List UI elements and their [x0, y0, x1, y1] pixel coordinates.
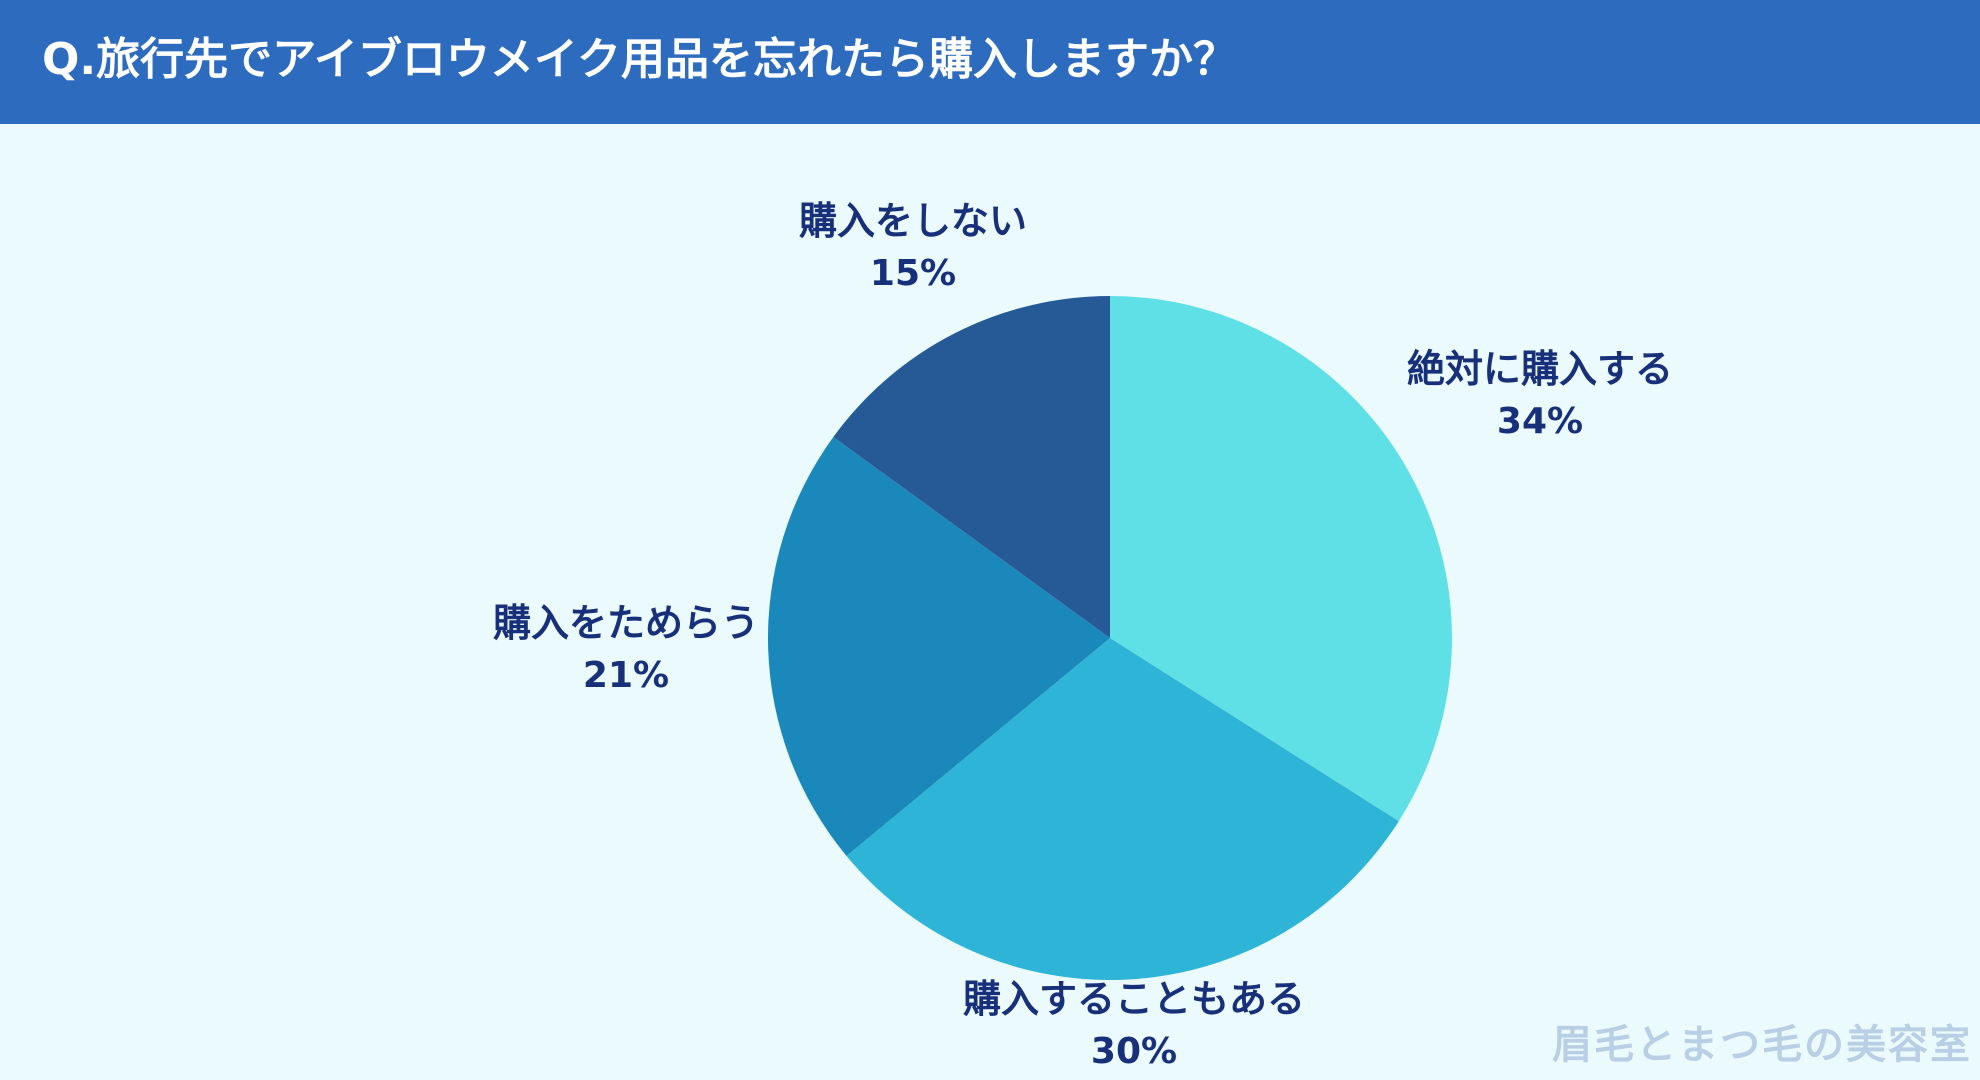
- slice-label-name: 購入をしない: [798, 199, 1028, 243]
- slice-label-value: 34%: [1496, 401, 1584, 442]
- pie-slice-4: [833, 296, 1110, 638]
- slice-label-3: 購入をためらう 21%: [493, 596, 759, 702]
- slice-label-value: 30%: [1090, 1031, 1178, 1072]
- slice-label-name: 購入をためらう: [492, 601, 760, 645]
- slice-label-4: 購入をしない 15%: [799, 194, 1027, 300]
- chart-title: Q.旅行先でアイブロウメイク用品を忘れたら購入しますか？: [42, 34, 1238, 85]
- slice-label-2: 購入することもある 30%: [963, 972, 1305, 1078]
- slice-label-1: 絶対に購入する 34%: [1407, 342, 1673, 448]
- slice-label-value: 15%: [869, 253, 957, 294]
- slice-label-name: 絶対に購入する: [1406, 347, 1674, 391]
- watermark-logo: 眉毛とまつ毛の美容室: [1552, 1022, 1972, 1068]
- header-bar: Q.旅行先でアイブロウメイク用品を忘れたら購入しますか？: [0, 0, 1980, 124]
- pie-slice-2: [846, 638, 1399, 980]
- slice-label-name: 購入することもある: [962, 977, 1306, 1021]
- pie-slice-3: [768, 436, 1110, 856]
- pie-slice-1: [1110, 296, 1452, 822]
- slice-label-value: 21%: [582, 655, 670, 696]
